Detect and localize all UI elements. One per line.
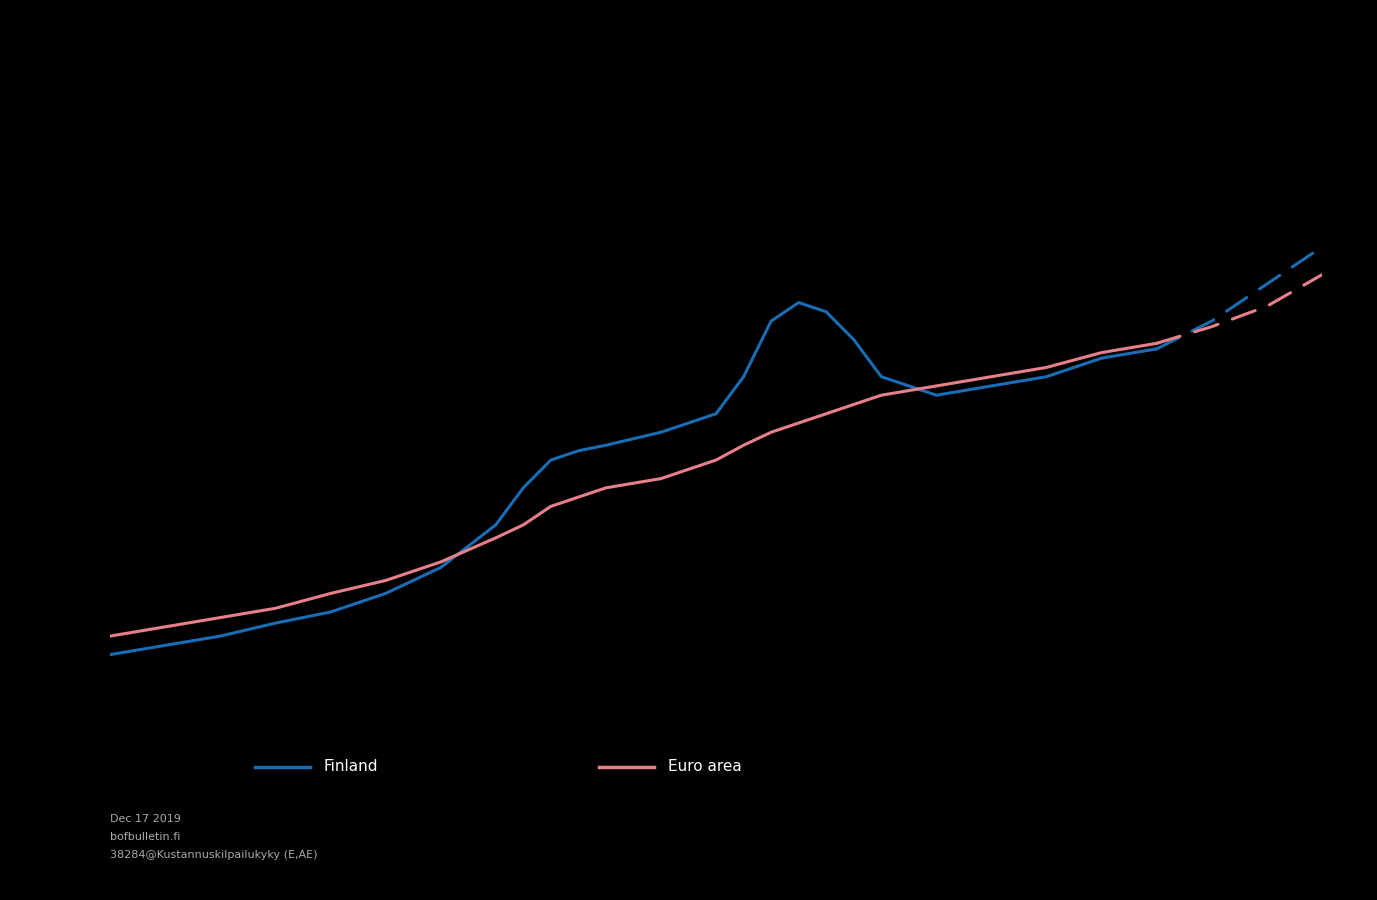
Text: Dec 17 2019: Dec 17 2019 xyxy=(110,814,180,824)
Text: bofbulletin.fi: bofbulletin.fi xyxy=(110,832,180,842)
Text: Euro area: Euro area xyxy=(668,760,742,774)
Text: Finland: Finland xyxy=(324,760,379,774)
Text: 38284@Kustannuskilpailukyky (E,AE): 38284@Kustannuskilpailukyky (E,AE) xyxy=(110,850,318,859)
